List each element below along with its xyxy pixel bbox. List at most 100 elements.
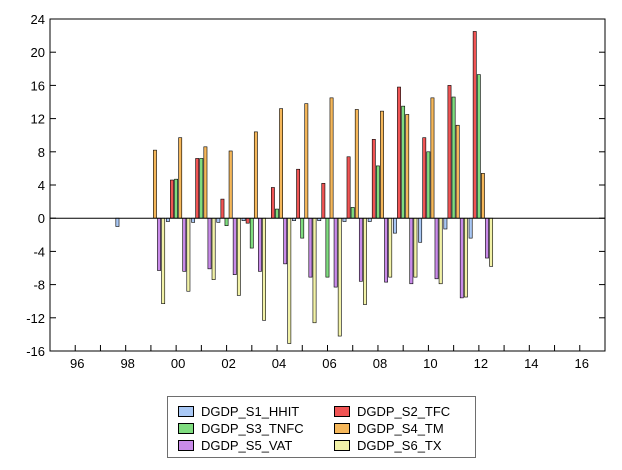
bar-dgdp_s2_tfc-2011 [447, 85, 452, 219]
bar-dgdp_s4_tm-2008 [380, 110, 384, 219]
bar-dgdp_s6_tx-2005 [312, 217, 317, 324]
bar-dgdp_s6_tx-2011 [463, 217, 468, 298]
bar-dgdp_s3_tnfc-2004 [275, 208, 279, 219]
legend-swatch [334, 422, 350, 434]
y-tick-label: -4 [33, 244, 45, 259]
x-tick-label: 98 [120, 356, 134, 371]
bar-dgdp_s1_hhit-2012 [468, 217, 473, 239]
bar-dgdp_s6_tx-2004 [287, 217, 292, 344]
bar-dgdp_s1_hhit-2011 [443, 217, 448, 230]
y-tick-label: -16 [26, 344, 45, 359]
bar-dgdp_s3_tnfc-2003 [249, 217, 254, 249]
bar-dgdp_s3_tnfc-2011 [451, 96, 456, 219]
bar-dgdp_s6_tx-2000 [186, 217, 191, 292]
bar-dgdp_s5_vat-2004 [283, 217, 288, 265]
x-tick-label: 08 [373, 356, 387, 371]
bars-layer [115, 31, 494, 344]
legend: DGDP_S1_HHIT DGDP_S2_TFC DGDP_S3_TNFC DGDP_… [167, 396, 476, 458]
bar-dgdp_s4_tm-2009 [405, 114, 410, 219]
bar-dgdp_s5_vat-2001 [207, 217, 212, 270]
legend-item-dgdp_s6_tx: DGDP_S6_TX [334, 436, 442, 454]
bar-dgdp_s6_tx-2002 [236, 217, 241, 296]
bar-dgdp_s2_tfc-2006 [321, 183, 326, 219]
bar-dgdp_s1_hhit-1998 [115, 217, 120, 227]
x-tick-label: 16 [575, 356, 589, 371]
bar-dgdp_s4_tm-1999 [153, 149, 157, 219]
y-tick-label: -8 [33, 278, 45, 293]
bar-dgdp_s4_tm-2005 [304, 103, 309, 219]
x-tick-label: 12 [474, 356, 488, 371]
legend-swatch [334, 439, 350, 451]
x-tick-label: 96 [70, 356, 84, 371]
legend-item-dgdp_s2_tfc: DGDP_S2_TFC [334, 402, 450, 420]
bar-dgdp_s4_tm-2000 [178, 137, 183, 219]
bar-dgdp_s3_tnfc-2009 [401, 105, 406, 219]
bar-dgdp_s2_tfc-2000 [170, 179, 174, 219]
bar-dgdp_s5_vat-2009 [409, 217, 414, 285]
bar-dgdp_s4_tm-2007 [354, 109, 359, 219]
x-axis: 96 98 00 02 04 06 08 10 12 14 16 [49, 345, 606, 371]
bar-dgdp_s5_vat-2005 [308, 217, 313, 278]
bar-dgdp_s5_vat-2012 [485, 217, 489, 259]
bar-dgdp_s5_vat-2011 [459, 217, 464, 299]
bar-dgdp_s3_tnfc-2000 [174, 178, 178, 219]
bar-dgdp_s6_tx-2003 [262, 217, 266, 321]
bar-dgdp_s4_tm-2004 [279, 108, 283, 219]
x-tick-label: 02 [221, 356, 235, 371]
bar-dgdp_s5_vat-2008 [384, 217, 389, 283]
bar-dgdp_s5_vat-2000 [182, 217, 187, 272]
bar-dgdp_s4_tm-2011 [455, 124, 460, 219]
bar-dgdp_s4_tm-2002 [228, 150, 233, 219]
y-tick-label: 4 [38, 178, 45, 193]
legend-label: DGDP_S3_TNFC [201, 420, 304, 436]
bar-dgdp_s3_tnfc-2007 [350, 207, 355, 219]
y-tick-label: -12 [26, 311, 45, 326]
legend-label: DGDP_S5_VAT [201, 437, 293, 453]
bar-dgdp_s2_tfc-2007 [346, 156, 351, 219]
legend-item-dgdp_s3_tnfc: DGDP_S3_TNFC [178, 419, 304, 437]
bar-dgdp_s1_hhit-2002 [216, 217, 221, 223]
bar-dgdp_s6_tx-2001 [211, 217, 216, 280]
legend-label: DGDP_S4_TM [357, 420, 444, 436]
bar-dgdp_s4_tm-2012 [481, 173, 485, 219]
x-tick-label: 10 [423, 356, 437, 371]
bar-dgdp_s5_vat-2010 [434, 217, 439, 280]
bar-dgdp_s2_tfc-2012 [472, 31, 477, 219]
y-tick-label: 12 [31, 112, 45, 127]
bar-dgdp_s5_vat-1999 [157, 217, 161, 271]
legend-label: DGDP_S2_TFC [357, 403, 451, 419]
bar-dgdp_s3_tnfc-2008 [376, 165, 380, 219]
bar-dgdp_s5_vat-2006 [333, 217, 338, 288]
bar-dgdp_s4_tm-2010 [430, 97, 435, 219]
legend-item-dgdp_s4_tm: DGDP_S4_TM [334, 419, 444, 437]
bar-dgdp_s2_tfc-2003 [245, 217, 250, 224]
legend-label: DGDP_S1_HHIT [201, 403, 300, 419]
bar-dgdp_s2_tfc-2002 [220, 198, 225, 219]
legend-label: DGDP_S6_TX [357, 437, 442, 453]
bar-dgdp_s3_tnfc-2001 [199, 158, 204, 219]
bar-dgdp_s3_tnfc-2012 [476, 74, 481, 219]
bar-dgdp_s6_tx-2009 [413, 217, 418, 278]
bar-dgdp_s2_tfc-2005 [296, 168, 301, 219]
bar-dgdp_s4_tm-2006 [329, 97, 334, 219]
y-axis: 24 20 16 12 8 4 0 -4 -8 -12 -16 [26, 12, 605, 359]
bar-dgdp_s2_tfc-2010 [422, 137, 427, 219]
bar-dgdp_s1_hhit-2009 [393, 217, 397, 234]
x-tick-label: 06 [322, 356, 336, 371]
bar-dgdp_s6_tx-1999 [161, 217, 166, 304]
bar-dgdp_s4_tm-2003 [253, 131, 258, 219]
bar-dgdp_s5_vat-2002 [232, 217, 237, 275]
bar-dgdp_s6_tx-2007 [363, 217, 367, 305]
plot-frame [49, 18, 606, 352]
y-tick-label: 0 [38, 211, 45, 226]
y-tick-label: 20 [31, 45, 45, 60]
bar-dgdp_s3_tnfc-2002 [224, 217, 229, 226]
y-tick-label: 8 [38, 145, 45, 160]
x-tick-label: 00 [171, 356, 185, 371]
bar-dgdp_s6_tx-2008 [388, 217, 393, 278]
legend-swatch [178, 422, 194, 434]
bar-dgdp_s6_tx-2006 [337, 217, 342, 337]
bar-dgdp_s2_tfc-2001 [195, 158, 200, 219]
bar-dgdp_s6_tx-2012 [489, 217, 494, 267]
